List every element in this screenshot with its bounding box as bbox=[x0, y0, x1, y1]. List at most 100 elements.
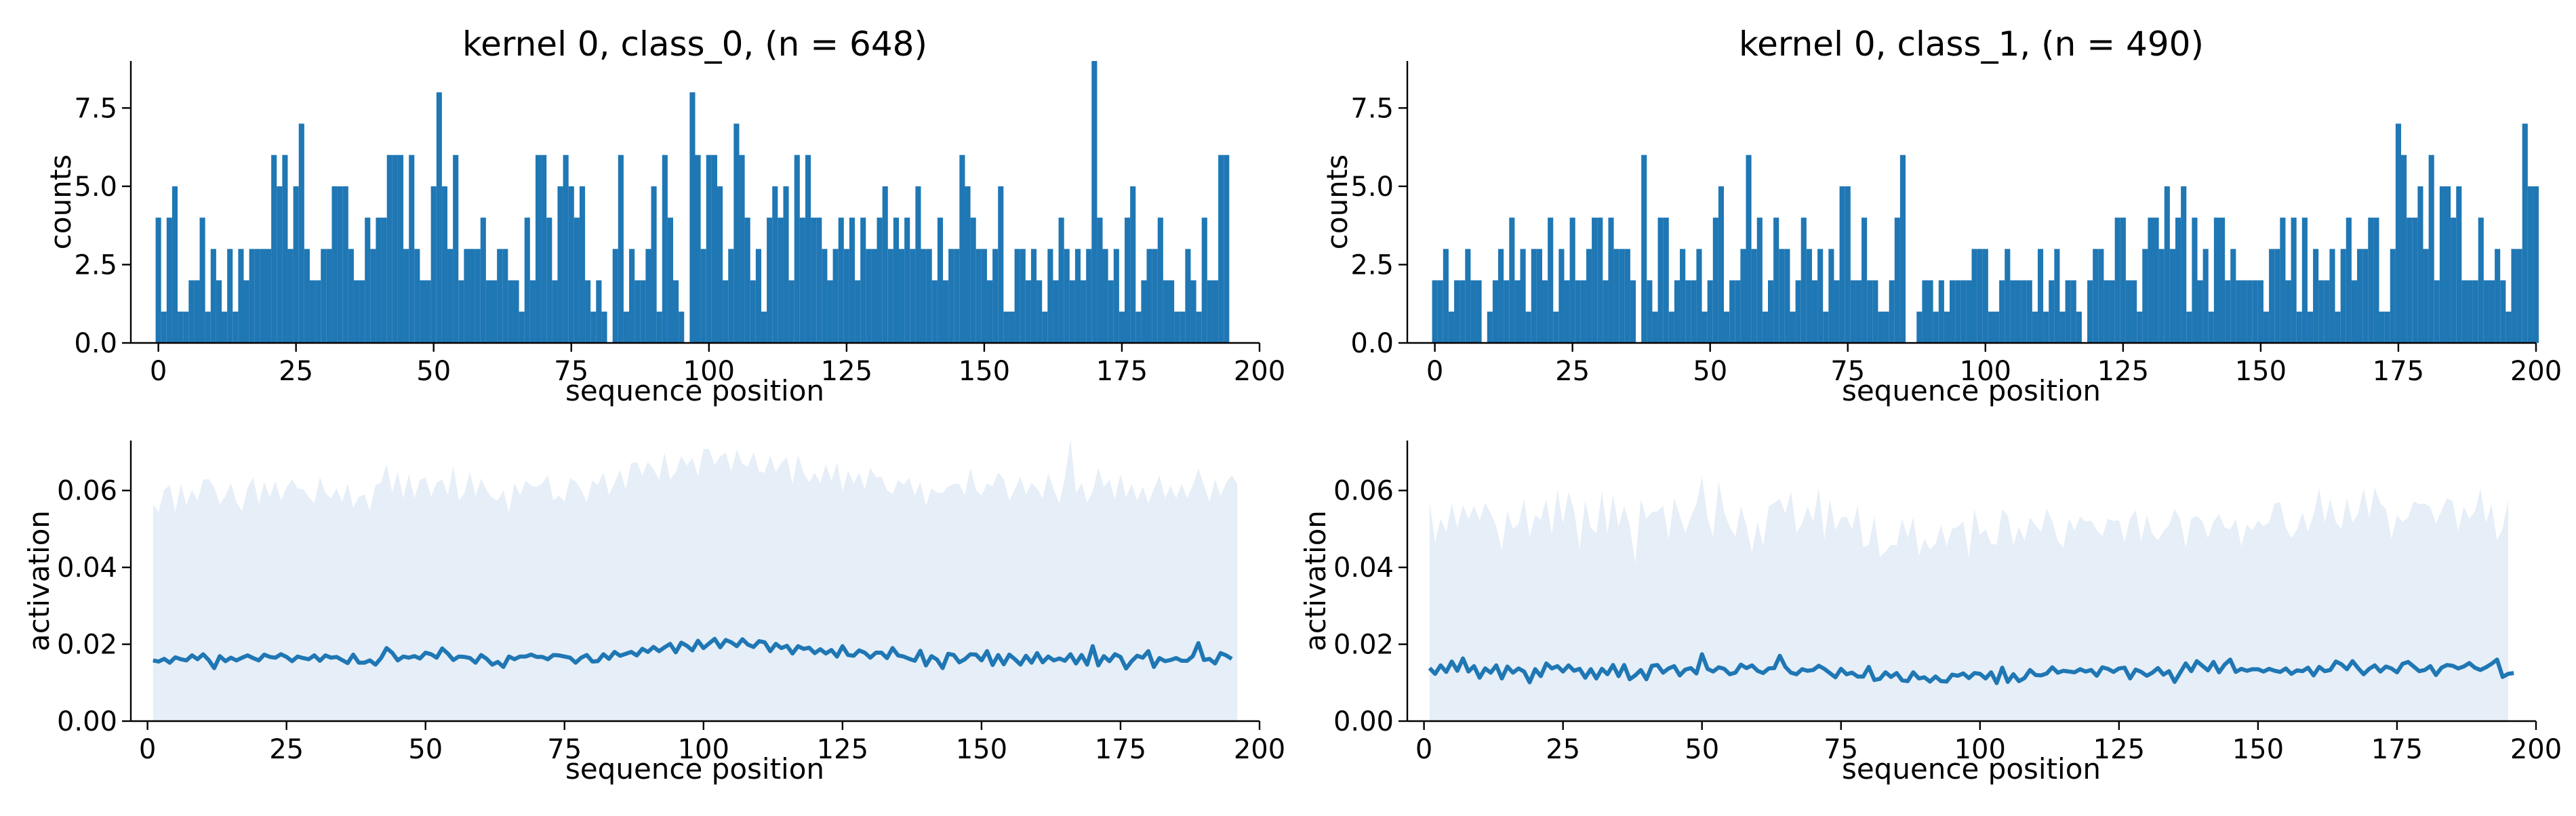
histogram-class1-bar bbox=[1839, 186, 1845, 343]
histogram-class0-bar bbox=[596, 280, 602, 343]
histogram-class1-bar bbox=[1795, 280, 1801, 343]
histogram-class1-bar bbox=[1663, 218, 1669, 343]
histogram-class0-bar bbox=[563, 155, 569, 344]
histogram-class0-bar bbox=[1157, 218, 1163, 343]
histogram-class0-bar bbox=[233, 311, 239, 343]
histogram-class0-x-tick-label: 125 bbox=[821, 356, 872, 387]
histogram-class0-bar bbox=[1218, 155, 1224, 344]
activation-class1-upper-band bbox=[1429, 476, 2508, 721]
histogram-class0-bar bbox=[513, 280, 519, 343]
histogram-class0-bar bbox=[1064, 249, 1070, 343]
histogram-class0-x-tick-label: 50 bbox=[416, 356, 451, 387]
histogram-class0-bar bbox=[1163, 280, 1169, 343]
histogram-class1-bar bbox=[2434, 280, 2440, 343]
histogram-class1-bar bbox=[2368, 218, 2374, 343]
histogram-class0-bar bbox=[1081, 280, 1087, 343]
histogram-class0-bar bbox=[265, 249, 272, 343]
histogram-class0-bar bbox=[529, 280, 536, 343]
histogram-class1-bar bbox=[1806, 249, 1812, 343]
histogram-class0-bar bbox=[711, 155, 717, 344]
histogram-class0-bar bbox=[1201, 218, 1207, 343]
histogram-class1-bar bbox=[2148, 218, 2154, 343]
histogram-class0-bar bbox=[733, 123, 740, 343]
histogram-class1-bar bbox=[2181, 186, 2187, 343]
histogram-class1-bar bbox=[1443, 249, 1449, 343]
histogram-class0-bar bbox=[475, 249, 481, 343]
histogram-class1-bar bbox=[1432, 280, 1438, 343]
activation-class0-x-tick-label: 150 bbox=[956, 734, 1007, 765]
histogram-class1-bar bbox=[1696, 249, 1702, 343]
histogram-class0-bar bbox=[524, 218, 530, 343]
histogram-class0-x-tick-label: 150 bbox=[959, 356, 1010, 387]
histogram-class1-bar bbox=[2301, 218, 2308, 343]
histogram-class1-bar bbox=[2010, 280, 2016, 343]
activation-class0-x-tick-label: 50 bbox=[408, 734, 443, 765]
histogram-class0-bar bbox=[491, 280, 498, 343]
histogram-class0-bar bbox=[689, 92, 696, 343]
histogram-class0-bar bbox=[359, 280, 365, 343]
activation-class1-x-axis-label: sequence position bbox=[1842, 752, 2101, 786]
histogram-class0-bar bbox=[1168, 280, 1175, 343]
histogram-class1-bar bbox=[1504, 280, 1510, 343]
histogram-class0-bar bbox=[904, 218, 910, 343]
histogram-class0-bar bbox=[975, 249, 982, 343]
histogram-class1-bar bbox=[1811, 280, 1818, 343]
histogram-class1-bar bbox=[1569, 218, 1575, 343]
histogram-class0-bar bbox=[965, 186, 971, 343]
histogram-class0-bar bbox=[453, 155, 459, 344]
histogram-class1-bar bbox=[1878, 311, 1884, 343]
histogram-class1-bar bbox=[1889, 280, 1895, 343]
histogram-class1-bar bbox=[1514, 280, 1521, 343]
histogram-class1-bar bbox=[2158, 249, 2165, 343]
histogram-class1-bar bbox=[1960, 280, 1967, 343]
histogram-class1-bar bbox=[1922, 280, 1928, 343]
activation-class1-plot bbox=[1428, 476, 2514, 721]
histogram-class0-bar bbox=[502, 249, 508, 343]
histogram-class1-bar bbox=[1955, 280, 1961, 343]
histogram-class0-bar bbox=[414, 249, 420, 343]
histogram-class1-x-tick-label: 150 bbox=[2235, 356, 2287, 387]
histogram-class1-bar bbox=[2285, 280, 2291, 343]
histogram-class0-bar bbox=[519, 311, 525, 343]
histogram-class0-bar bbox=[353, 280, 360, 343]
histogram-class1-bar bbox=[1630, 280, 1636, 343]
histogram-class1-bar bbox=[1817, 249, 1824, 343]
histogram-class1-bar bbox=[2197, 280, 2203, 343]
histogram-class1-bar bbox=[1668, 311, 1674, 343]
histogram-class0-bar bbox=[1135, 311, 1142, 343]
histogram-class0-bar bbox=[931, 280, 938, 343]
histogram-class1-x-tick-label: 100 bbox=[1960, 356, 2011, 387]
histogram-class0-bar bbox=[497, 249, 503, 343]
activation-class0-y-tick-label: 0.02 bbox=[57, 630, 117, 661]
activation-class0-x-tick-label: 0 bbox=[139, 734, 156, 765]
histogram-class0-bar bbox=[508, 280, 514, 343]
histogram-class1-y-axis-label: counts bbox=[1321, 155, 1354, 249]
histogram-class1-bar bbox=[1899, 155, 1906, 344]
histogram-class1-bar bbox=[1498, 249, 1504, 343]
histogram-class1-bar bbox=[2439, 186, 2445, 343]
histogram-class1-bar bbox=[1603, 280, 1609, 343]
activation-class1-x-ticks: 0 25 50 75 100 125 150 175 200 bbox=[1415, 721, 2562, 765]
histogram-class1-bar bbox=[2307, 311, 2314, 343]
histogram-class0-y-tick-label: 0.0 bbox=[74, 328, 117, 359]
histogram-class0-bar bbox=[1212, 280, 1219, 343]
histogram-class0-bar bbox=[855, 280, 861, 343]
activation-class1-x-tick-label: 200 bbox=[2510, 734, 2562, 765]
activation-class0-x-ticks: 0 25 50 75 100 125 150 175 200 bbox=[139, 721, 1285, 765]
histogram-class0-bar bbox=[222, 311, 228, 343]
histogram-class0-bar bbox=[403, 249, 409, 343]
histogram-class1-bar bbox=[2225, 280, 2231, 343]
histogram-class1-bar bbox=[2269, 249, 2275, 343]
histogram-class0-x-axis-label: sequence position bbox=[565, 374, 824, 407]
histogram-class1-bar bbox=[2043, 311, 2049, 343]
histogram-class0-bar bbox=[899, 249, 905, 343]
histogram-class0-bar bbox=[293, 186, 299, 343]
histogram-class1-bar bbox=[1487, 311, 1493, 343]
activation-class1-x-tick-label: 125 bbox=[2093, 734, 2145, 765]
histogram-class0-bar bbox=[260, 249, 266, 343]
histogram-class1-bar bbox=[1724, 311, 1730, 343]
histogram-class1-bar bbox=[2472, 280, 2478, 343]
histogram-class1-bar bbox=[1454, 280, 1460, 343]
histogram-class0-bar bbox=[778, 218, 784, 343]
histogram-class0-bar bbox=[832, 249, 839, 343]
